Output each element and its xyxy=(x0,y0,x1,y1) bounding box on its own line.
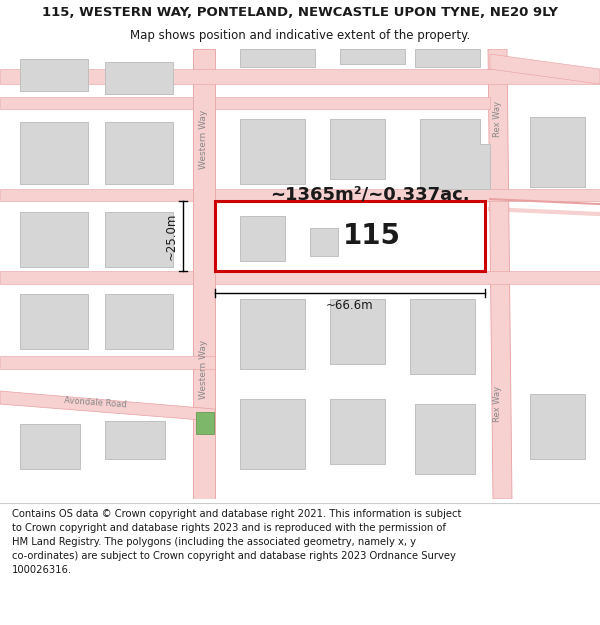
Text: 115: 115 xyxy=(343,222,401,250)
Bar xyxy=(240,299,305,369)
Text: Rex Way: Rex Way xyxy=(493,101,503,137)
Bar xyxy=(215,201,485,271)
Text: Rex Way: Rex Way xyxy=(493,386,503,422)
Bar xyxy=(330,399,385,464)
Bar xyxy=(20,122,88,184)
Bar xyxy=(20,212,88,267)
Bar xyxy=(105,62,173,94)
Polygon shape xyxy=(215,97,490,109)
Bar xyxy=(415,404,475,474)
Text: 115, WESTERN WAY, PONTELAND, NEWCASTLE UPON TYNE, NE20 9LY: 115, WESTERN WAY, PONTELAND, NEWCASTLE U… xyxy=(42,6,558,19)
Text: Western Way: Western Way xyxy=(199,109,208,169)
Bar xyxy=(240,119,305,184)
Text: Avondale Road: Avondale Road xyxy=(64,396,127,410)
Bar xyxy=(20,294,88,349)
Polygon shape xyxy=(488,49,512,499)
Bar xyxy=(240,49,315,67)
Bar xyxy=(310,228,338,256)
Polygon shape xyxy=(420,119,490,189)
Bar xyxy=(20,424,80,469)
Polygon shape xyxy=(215,271,600,284)
Bar xyxy=(415,49,480,67)
Bar xyxy=(530,117,585,187)
Bar xyxy=(330,299,385,364)
Bar xyxy=(105,212,173,267)
Bar xyxy=(410,299,475,374)
Bar xyxy=(330,119,385,179)
Text: ~1365m²/~0.337ac.: ~1365m²/~0.337ac. xyxy=(270,185,470,203)
Bar xyxy=(240,216,285,261)
Text: ~66.6m: ~66.6m xyxy=(326,299,374,312)
Text: Map shows position and indicative extent of the property.: Map shows position and indicative extent… xyxy=(130,29,470,42)
Bar xyxy=(105,421,165,459)
Polygon shape xyxy=(0,97,193,109)
Polygon shape xyxy=(0,271,193,284)
Polygon shape xyxy=(0,356,215,369)
Polygon shape xyxy=(193,49,215,499)
Polygon shape xyxy=(0,391,215,421)
Bar xyxy=(105,294,173,349)
Bar xyxy=(530,394,585,459)
Polygon shape xyxy=(490,54,600,84)
Text: ~25.0m: ~25.0m xyxy=(165,213,178,260)
Text: Western Way: Western Way xyxy=(199,339,208,399)
Bar xyxy=(196,412,214,434)
Polygon shape xyxy=(0,189,193,201)
Bar xyxy=(20,59,88,91)
Bar xyxy=(240,399,305,469)
Text: Contains OS data © Crown copyright and database right 2021. This information is : Contains OS data © Crown copyright and d… xyxy=(12,509,461,575)
Polygon shape xyxy=(0,69,600,84)
Polygon shape xyxy=(215,189,600,201)
Bar xyxy=(340,49,405,64)
Bar xyxy=(105,122,173,184)
